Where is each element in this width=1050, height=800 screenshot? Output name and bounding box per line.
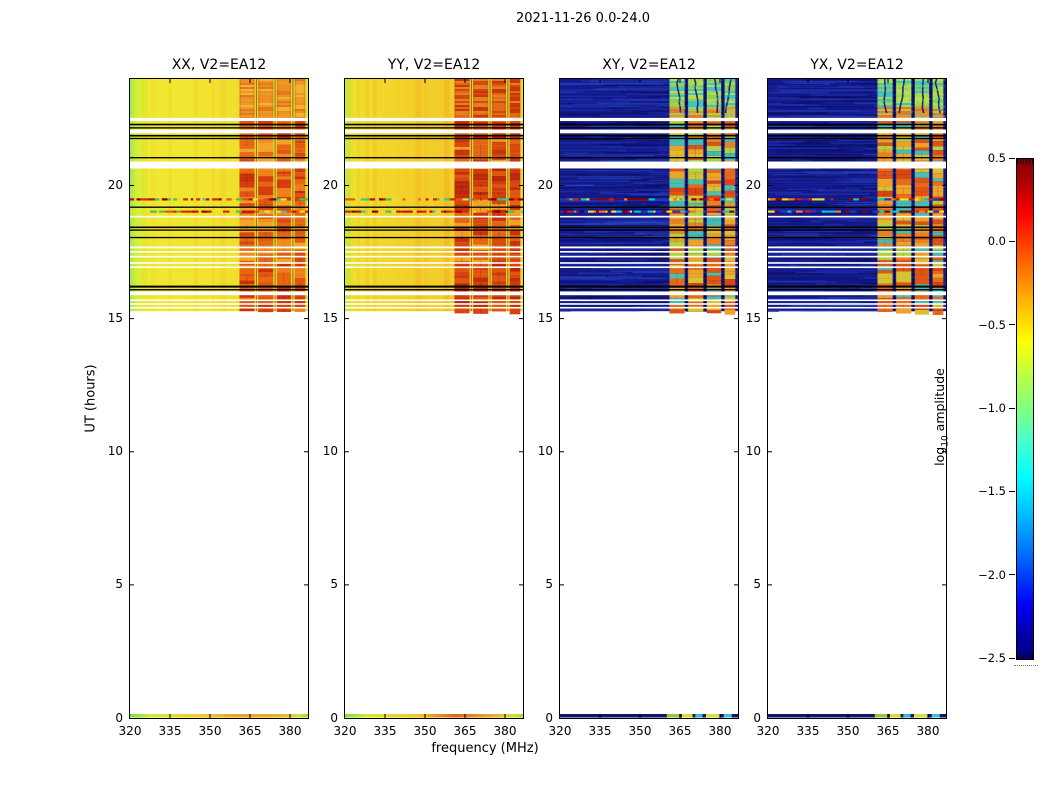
panel-xx (129, 78, 309, 719)
panel-yx-heatmap (768, 79, 946, 718)
x-tick-label-yy: 320 (333, 724, 357, 738)
panel-xy-heatmap (560, 79, 738, 718)
panel-title-yx: YX, V2=EA12 (810, 57, 904, 73)
x-tick-label-yy: 380 (493, 724, 517, 738)
y-tick-label-xx: 15 (107, 311, 123, 326)
y-tick-label-xy: 20 (537, 178, 553, 192)
x-tick-label-yy: 350 (413, 724, 437, 738)
x-tick-label-yx: 380 (916, 724, 940, 738)
x-tick-label-xy: 365 (668, 724, 692, 738)
y-tick-label-yy: 20 (322, 178, 338, 192)
panel-xx-heatmap (130, 79, 308, 718)
colorbar-tick (1009, 240, 1015, 242)
y-tick-label-yy: 15 (322, 311, 338, 326)
x-tick-label-yx: 335 (796, 724, 820, 738)
x-tick-label-xy: 350 (628, 724, 652, 738)
x-tick-label-xx: 350 (198, 724, 222, 738)
panel-title-yy: YY, V2=EA12 (387, 57, 481, 73)
y-tick-label-xy: 5 (545, 577, 553, 592)
x-tick-label-xx: 380 (278, 724, 302, 738)
panel-yy-heatmap (345, 79, 523, 718)
panel-yx (767, 78, 947, 719)
x-tick-label-xx: 320 (118, 724, 142, 738)
y-tick-label-yx: 20 (745, 178, 761, 192)
colorbar-tick-label: −1.5 (978, 484, 1006, 499)
colorbar-label-subscript: 10 (940, 435, 951, 447)
colorbar-tick (1009, 574, 1015, 576)
colorbar-tick (1009, 407, 1015, 409)
panel-xy (559, 78, 739, 719)
colorbar-tick-label: −1.0 (978, 401, 1006, 415)
colorbar-tick (1009, 657, 1015, 659)
y-tick-label-xx: 0 (115, 710, 123, 725)
colorbar-tick-label: 0.0 (987, 234, 1006, 249)
colorbar-tick-label: −2.5 (978, 651, 1006, 665)
y-tick-label-yy: 5 (330, 577, 338, 592)
y-tick-label-yx: 10 (745, 444, 761, 459)
panel-title-xx: XX, V2=EA12 (171, 57, 267, 73)
x-axis-label: frequency (MHz) (431, 741, 539, 756)
colorbar-top-hatch (1017, 159, 1033, 164)
y-tick-label-xy: 15 (537, 311, 553, 326)
x-tick-label-yx: 350 (836, 724, 860, 738)
x-tick-label-yy: 365 (453, 724, 477, 738)
x-tick-label-yy: 335 (373, 724, 397, 738)
y-tick-label-yy: 10 (322, 444, 338, 459)
x-tick-label-xx: 365 (238, 724, 262, 738)
x-tick-label-xx: 335 (158, 724, 182, 738)
y-tick-label-yx: 15 (745, 311, 761, 326)
y-tick-label-yx: 0 (753, 710, 761, 725)
colorbar-tick-label: 0.5 (987, 151, 1006, 165)
colorbar-tick (1009, 324, 1015, 326)
y-tick-label-xx: 20 (107, 178, 123, 192)
x-tick-label-yx: 320 (756, 724, 780, 738)
y-axis-label: UT (hours) (83, 364, 99, 433)
panel-title-xy: XY, V2=EA12 (602, 57, 696, 73)
colorbar-label: log10 amplitude (932, 355, 951, 479)
y-tick-label-yy: 0 (330, 710, 338, 725)
x-tick-label-xy: 335 (588, 724, 612, 738)
colorbar-tick (1009, 157, 1015, 159)
colorbar-extend-dots (1014, 665, 1038, 666)
colorbar-label-prefix: log (932, 446, 947, 466)
y-tick-label-yx: 5 (753, 577, 761, 592)
colorbar-tick (1009, 490, 1015, 492)
x-tick-label-xy: 380 (708, 724, 732, 738)
y-tick-label-xx: 5 (115, 577, 123, 592)
x-tick-label-xy: 320 (548, 724, 572, 738)
figure-title: 2021-11-26 0.0-24.0 (516, 11, 650, 26)
x-tick-label-yx: 365 (876, 724, 900, 738)
y-tick-label-xy: 10 (537, 444, 553, 459)
y-tick-label-xy: 0 (545, 710, 553, 725)
colorbar-bottom-hatch (1017, 654, 1033, 659)
colorbar-tick-label: −2.0 (978, 567, 1006, 582)
panel-yy (344, 78, 524, 719)
colorbar (1016, 158, 1034, 660)
y-tick-label-xx: 10 (107, 444, 123, 459)
colorbar-tick-label: −0.5 (978, 317, 1006, 332)
colorbar-label-suffix: amplitude (932, 368, 947, 436)
